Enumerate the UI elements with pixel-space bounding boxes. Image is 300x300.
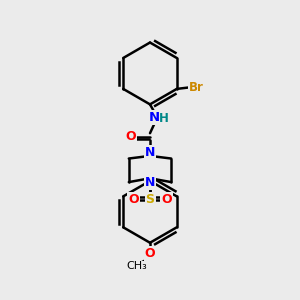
Text: N: N xyxy=(145,146,155,159)
Text: N: N xyxy=(148,111,159,124)
Text: O: O xyxy=(128,193,139,206)
Text: O: O xyxy=(125,130,136,143)
Text: CH₃: CH₃ xyxy=(126,261,147,271)
Text: S: S xyxy=(146,193,154,206)
Text: O: O xyxy=(145,248,155,260)
Text: H: H xyxy=(159,112,169,125)
Text: Br: Br xyxy=(189,81,204,94)
Text: N: N xyxy=(145,176,155,189)
Text: O: O xyxy=(161,193,172,206)
